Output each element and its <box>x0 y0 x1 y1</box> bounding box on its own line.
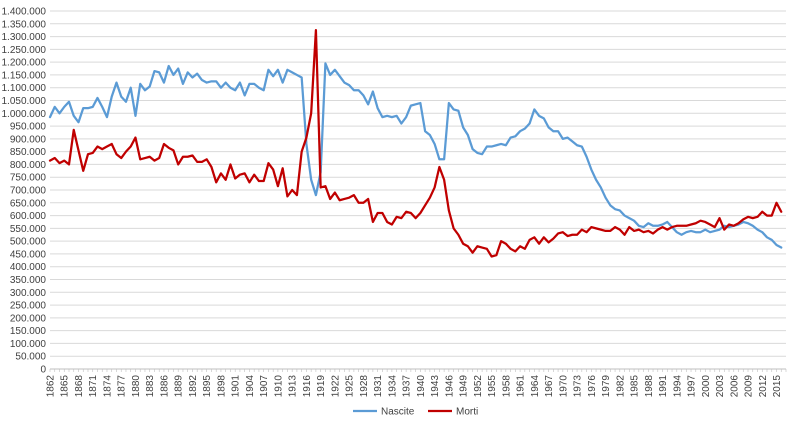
legend: Nascite Morti <box>353 407 478 418</box>
x-tick-label: 1928 <box>359 375 370 398</box>
x-tick-label: 1952 <box>473 375 484 398</box>
x-tick-label: 2012 <box>758 375 769 398</box>
x-tick-label: 1862 <box>46 375 57 398</box>
x-tick-label: 1985 <box>630 375 641 398</box>
y-tick-label: 1.400.000 <box>2 7 47 18</box>
y-tick-label: 250.000 <box>10 301 47 312</box>
x-tick-label: 1937 <box>402 375 413 398</box>
gridlines <box>50 10 786 357</box>
x-tick-label: 1979 <box>601 375 612 398</box>
y-tick-label: 950.000 <box>10 122 47 133</box>
y-tick-label: 0 <box>40 365 46 376</box>
x-tick-label: 1907 <box>259 375 270 398</box>
x-tick-label: 2006 <box>729 375 740 398</box>
y-tick-label: 400.000 <box>10 262 47 273</box>
y-tick-label: 650.000 <box>10 198 47 209</box>
y-tick-label: 100.000 <box>10 339 47 350</box>
x-tick-label: 1946 <box>444 375 455 398</box>
y-tick-label: 600.000 <box>10 211 47 222</box>
y-tick-label: 450.000 <box>10 249 47 260</box>
y-tick-label: 700.000 <box>10 186 47 197</box>
x-tick-label: 1925 <box>345 375 356 398</box>
x-tick-label: 1922 <box>330 375 341 398</box>
y-tick-label: 900.000 <box>10 134 47 145</box>
x-tick-label: 1895 <box>202 375 213 398</box>
x-tick-label: 1904 <box>245 375 256 398</box>
y-tick-label: 850.000 <box>10 147 47 158</box>
x-tick-label: 1961 <box>516 375 527 398</box>
legend-label-morti: Morti <box>456 407 478 418</box>
x-tick-label: 1982 <box>615 375 626 398</box>
x-tick-label: 1874 <box>102 375 113 398</box>
y-tick-label: 1.050.000 <box>2 96 47 107</box>
y-tick-label: 200.000 <box>10 313 47 324</box>
y-tick-label: 350.000 <box>10 275 47 286</box>
x-tick-label: 1898 <box>216 375 227 398</box>
x-tick-label: 1871 <box>88 375 99 398</box>
x-tick-label: 1958 <box>501 375 512 398</box>
y-tick-label: 1.200.000 <box>2 58 47 69</box>
x-tick-label: 1910 <box>273 375 284 398</box>
y-tick-label: 300.000 <box>10 288 47 299</box>
y-tick-label: 750.000 <box>10 173 47 184</box>
x-tick-label: 1868 <box>74 375 85 398</box>
y-tick-label: 500.000 <box>10 237 47 248</box>
y-tick-label: 1.000.000 <box>2 109 47 120</box>
x-tick-label: 1970 <box>558 375 569 398</box>
y-tick-label: 550.000 <box>10 224 47 235</box>
x-tick-label: 1994 <box>672 375 683 398</box>
x-tick-label: 1967 <box>544 375 555 398</box>
x-tick-label: 1865 <box>60 375 71 398</box>
x-tick-label: 1913 <box>288 375 299 398</box>
x-tick-label: 1880 <box>131 375 142 398</box>
x-tick-label: 2015 <box>772 375 783 398</box>
y-tick-label: 50.000 <box>15 352 46 363</box>
x-tick-label: 1940 <box>416 375 427 398</box>
x-tick-label: 2000 <box>701 375 712 398</box>
x-tick-label: 1988 <box>644 375 655 398</box>
x-tick-label: 2009 <box>744 375 755 398</box>
y-tick-label: 1.150.000 <box>2 70 47 81</box>
x-tick-label: 1886 <box>159 375 170 398</box>
series-line-morti <box>48 29 783 258</box>
axes <box>49 368 787 372</box>
x-tick-label: 1916 <box>302 375 313 398</box>
x-tick-label: 1901 <box>231 375 242 398</box>
legend-label-nascite: Nascite <box>381 407 415 418</box>
series-line-nascite <box>48 62 783 249</box>
x-tick-label: 1892 <box>188 375 199 398</box>
x-tick-label: 1976 <box>587 375 598 398</box>
x-tick-label: 1973 <box>573 375 584 398</box>
x-tick-label: 1991 <box>658 375 669 398</box>
x-tick-label: 1883 <box>145 375 156 398</box>
x-tick-label: 1934 <box>387 375 398 398</box>
x-tick-label: 1955 <box>487 375 498 398</box>
x-tick-label: 1931 <box>373 375 384 398</box>
x-tick-label: 1889 <box>174 375 185 398</box>
y-tick-label: 150.000 <box>10 326 47 337</box>
x-tick-label: 1919 <box>316 375 327 398</box>
y-tick-label: 1.250.000 <box>2 45 47 56</box>
x-tick-label: 2003 <box>715 375 726 398</box>
y-tick-label: 1.100.000 <box>2 83 47 94</box>
series-lines <box>48 29 783 258</box>
y-tick-label: 800.000 <box>10 160 47 171</box>
x-tick-label: 1949 <box>459 375 470 398</box>
x-tick-label: 1964 <box>530 375 541 398</box>
y-tick-label: 1.300.000 <box>2 32 47 43</box>
y-tick-label: 1.350.000 <box>2 19 47 30</box>
x-tick-label: 1877 <box>117 375 128 398</box>
x-tick-label: 1997 <box>687 375 698 398</box>
x-tick-label: 1943 <box>430 375 441 398</box>
x-axis-tick-labels: 1862 1865 1868 1871 1874 1877 1880 1883 1886 1889… <box>46 375 784 398</box>
